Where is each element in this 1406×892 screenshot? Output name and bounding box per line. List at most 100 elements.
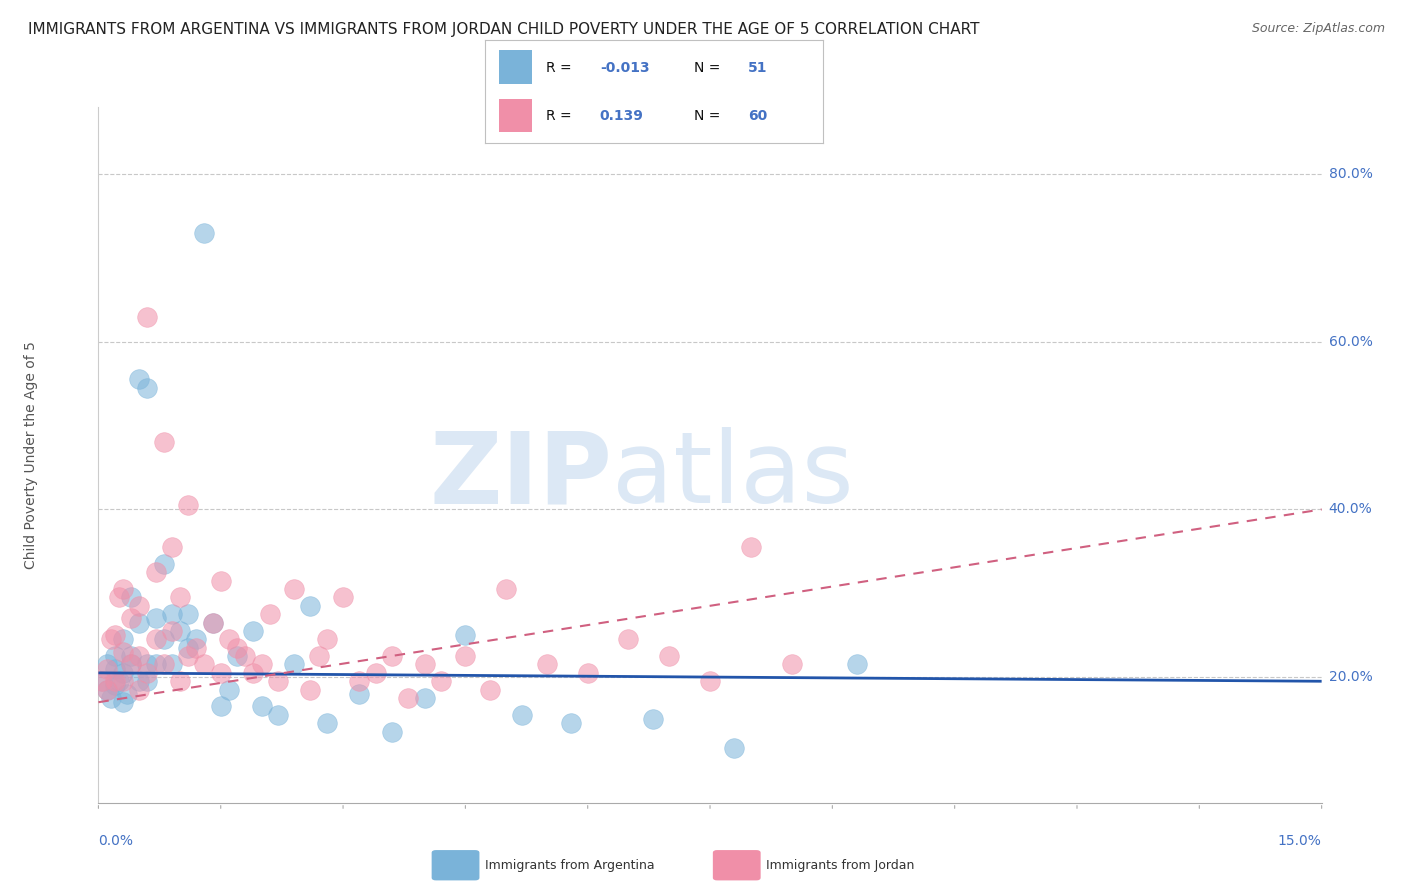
Point: [381, 649, 404, 664]
Text: 15.0%: 15.0%: [1278, 834, 1322, 848]
Point: [299, 682, 322, 697]
Point: [104, 678, 127, 692]
Point: [128, 682, 150, 697]
Point: [128, 372, 150, 386]
Text: N =: N =: [695, 109, 721, 123]
Point: [267, 707, 290, 722]
Text: R =: R =: [546, 109, 571, 123]
Point: [169, 591, 191, 605]
Point: [108, 591, 131, 605]
Point: [617, 632, 640, 647]
Point: [299, 599, 322, 613]
Point: [233, 649, 256, 664]
Point: [120, 591, 142, 605]
Point: [332, 591, 354, 605]
Text: N =: N =: [695, 61, 721, 75]
Point: [136, 657, 159, 672]
Point: [641, 712, 664, 726]
Point: [283, 582, 305, 596]
Point: [136, 381, 159, 395]
Point: [226, 640, 249, 655]
Point: [91, 674, 114, 689]
Point: [349, 687, 371, 701]
Point: [283, 657, 305, 672]
Point: [454, 649, 477, 664]
Point: [250, 657, 273, 672]
Point: [193, 226, 215, 240]
Text: 51: 51: [748, 61, 768, 75]
Point: [740, 540, 762, 554]
Point: [169, 624, 191, 638]
Text: 0.0%: 0.0%: [98, 834, 134, 848]
Point: [226, 649, 249, 664]
Point: [430, 674, 453, 689]
Text: Immigrants from Jordan: Immigrants from Jordan: [766, 859, 915, 871]
Point: [478, 682, 501, 697]
Point: [96, 682, 118, 697]
Point: [413, 657, 436, 672]
Point: [201, 615, 224, 630]
Point: [723, 741, 745, 756]
Point: [699, 674, 721, 689]
Bar: [499, 99, 533, 132]
Point: [104, 649, 127, 664]
Point: [177, 649, 200, 664]
Point: [259, 607, 281, 622]
Point: [145, 611, 167, 625]
Text: -0.013: -0.013: [600, 61, 650, 75]
Point: [145, 632, 167, 647]
Point: [177, 607, 200, 622]
Point: [780, 657, 803, 672]
Text: 0.139: 0.139: [600, 109, 644, 123]
Point: [96, 662, 118, 676]
Text: IMMIGRANTS FROM ARGENTINA VS IMMIGRANTS FROM JORDAN CHILD POVERTY UNDER THE AGE : IMMIGRANTS FROM ARGENTINA VS IMMIGRANTS …: [28, 22, 980, 37]
Point: [111, 674, 134, 689]
Point: [218, 682, 240, 697]
Point: [108, 674, 131, 689]
Point: [152, 632, 174, 647]
Point: [177, 640, 200, 655]
Point: [100, 691, 122, 706]
Point: [111, 645, 134, 659]
Point: [845, 657, 868, 672]
Point: [576, 665, 599, 680]
Point: [242, 665, 264, 680]
Point: [560, 716, 582, 731]
Point: [128, 649, 150, 664]
Point: [111, 695, 134, 709]
Point: [193, 657, 215, 672]
Point: [136, 310, 159, 324]
Point: [250, 699, 273, 714]
Point: [128, 674, 150, 689]
Point: [91, 674, 114, 689]
Point: [152, 657, 174, 672]
Point: [100, 632, 122, 647]
Point: [209, 574, 232, 588]
Text: Source: ZipAtlas.com: Source: ZipAtlas.com: [1251, 22, 1385, 36]
Point: [308, 649, 330, 664]
Text: Child Poverty Under the Age of 5: Child Poverty Under the Age of 5: [24, 341, 38, 569]
Point: [120, 657, 142, 672]
Text: 60.0%: 60.0%: [1329, 334, 1372, 349]
Text: 80.0%: 80.0%: [1329, 167, 1372, 181]
Point: [218, 632, 240, 647]
Point: [160, 657, 183, 672]
Point: [111, 632, 134, 647]
Point: [186, 640, 208, 655]
Point: [128, 615, 150, 630]
Text: R =: R =: [546, 61, 571, 75]
Point: [209, 699, 232, 714]
Point: [160, 540, 183, 554]
Point: [160, 624, 183, 638]
Text: ZIP: ZIP: [429, 427, 612, 524]
Point: [96, 657, 118, 672]
Point: [364, 665, 387, 680]
Point: [120, 611, 142, 625]
Point: [128, 599, 150, 613]
Point: [413, 691, 436, 706]
Point: [349, 674, 371, 689]
Point: [495, 582, 517, 596]
Point: [115, 687, 138, 701]
Point: [136, 674, 159, 689]
Point: [145, 657, 167, 672]
